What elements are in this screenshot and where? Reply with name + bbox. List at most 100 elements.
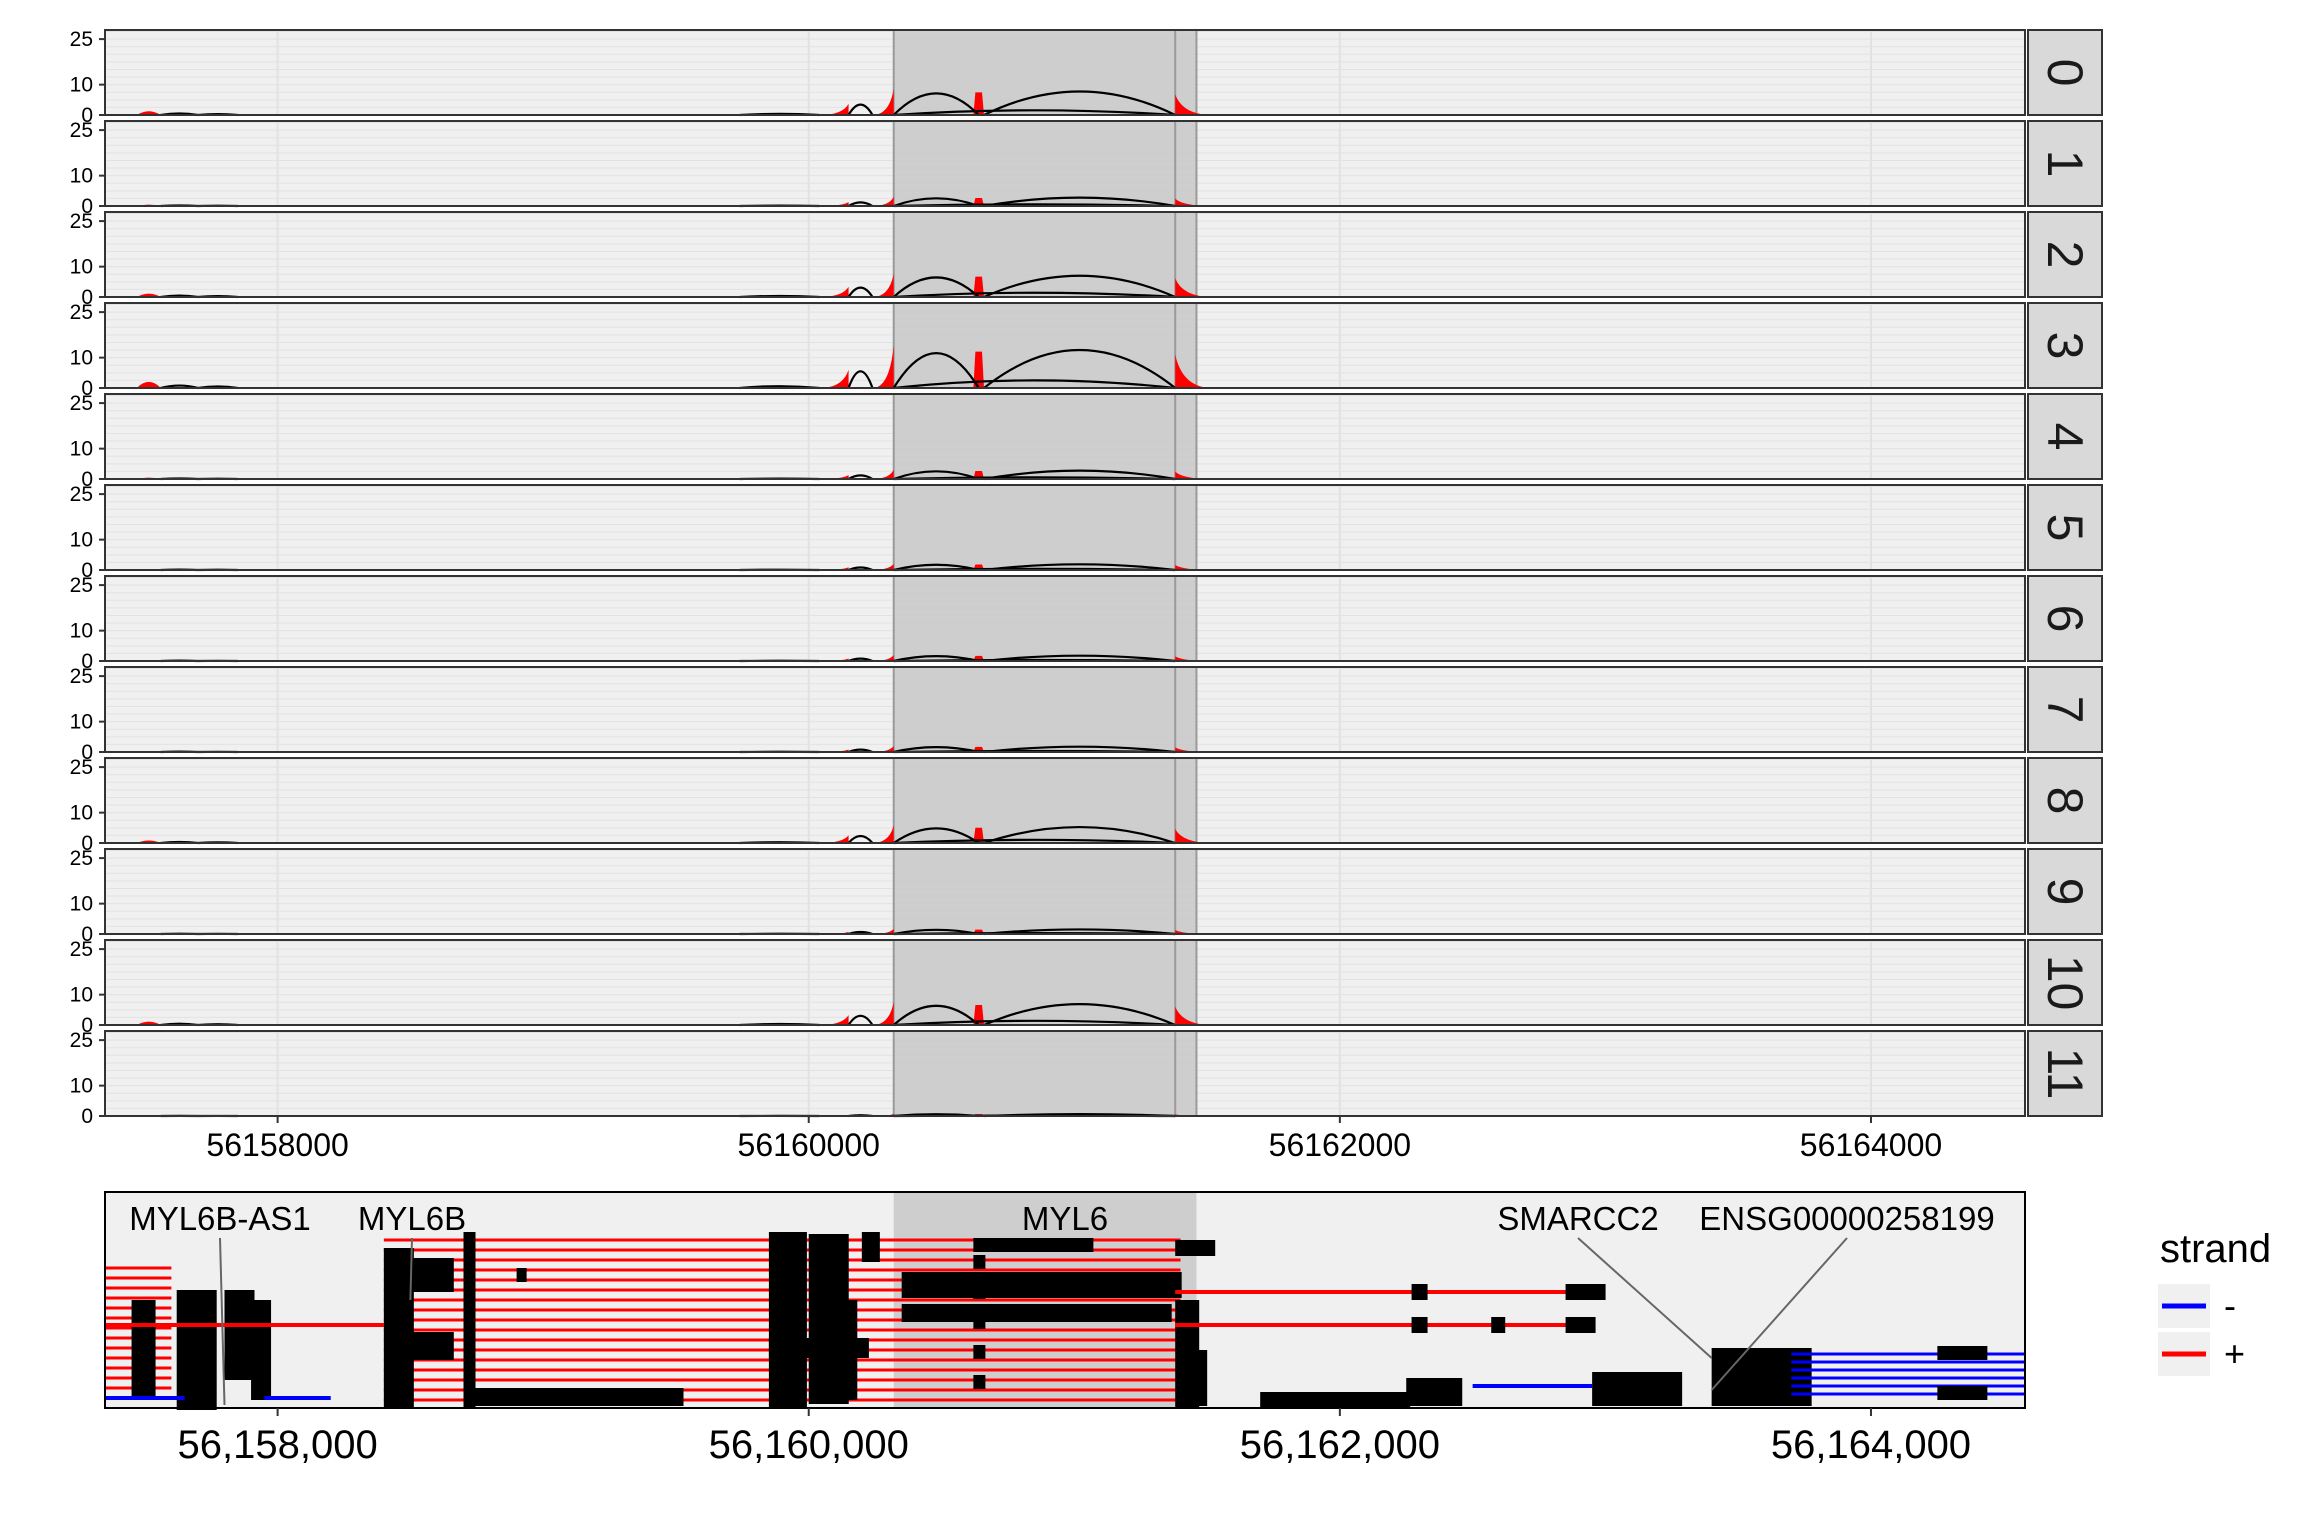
coverage-area	[1175, 354, 1213, 388]
panel-border	[104, 211, 2026, 298]
junction-arc	[847, 286, 874, 298]
facet-strip-label: 8	[2037, 787, 2093, 815]
y-tick-label: 25	[70, 756, 93, 779]
facet-panel: 0 10 25 1	[70, 119, 2103, 218]
coverage-area	[819, 103, 849, 115]
strand-legend: strand - +	[2158, 1227, 2271, 1376]
facet-strip	[2027, 939, 2103, 1026]
facet-panel: 0 10 25 5	[70, 483, 2103, 582]
junction-arc	[893, 838, 1176, 845]
gene-label: MYL6	[1022, 1200, 1108, 1237]
exon-block	[768, 1232, 807, 1407]
exon-block	[1183, 1350, 1208, 1406]
junction-arc	[983, 826, 1176, 845]
facet-panel: 0 10 25 6	[70, 574, 2103, 673]
y-tick-label: 25	[70, 483, 93, 506]
y-tick-label: 10	[70, 802, 93, 825]
exon-block	[224, 1290, 255, 1380]
facet-strip	[2027, 575, 2103, 662]
gene-x-tick-label: 56,164,000	[1771, 1423, 1971, 1467]
y-tick-label: 10	[70, 74, 93, 97]
coverage-area	[872, 928, 894, 934]
highlight-region	[892, 939, 1198, 1026]
y-tick-label: 25	[70, 301, 93, 324]
exon-block	[131, 1300, 156, 1400]
y-tick-label: 10	[70, 1075, 93, 1098]
exon-block	[973, 1285, 986, 1299]
legend-label-plus: +	[2224, 1333, 2245, 1374]
panel-border	[104, 29, 2026, 116]
y-tick-label: 0	[81, 923, 93, 946]
junction-arc	[983, 654, 1176, 663]
coverage-area	[872, 88, 894, 115]
coverage-area	[1175, 828, 1213, 843]
y-tick-label: 0	[81, 468, 93, 491]
coverage-area	[1175, 747, 1213, 752]
junction-arc	[893, 827, 980, 844]
facet-strip-label: 3	[2037, 332, 2093, 360]
exon-block	[176, 1290, 217, 1410]
gene-x-tick-label: 56,158,000	[178, 1423, 378, 1467]
junction-arc	[847, 834, 874, 844]
y-tick-label: 0	[81, 104, 93, 127]
panel-border	[104, 393, 2026, 480]
junction-arc	[892, 351, 980, 389]
gene-x-tick-label: 56,162,000	[1240, 1423, 1440, 1467]
exon-block	[973, 1315, 986, 1329]
y-tick-label: 0	[81, 377, 93, 400]
junction-arc	[847, 201, 874, 207]
junction-arc	[847, 1014, 874, 1026]
y-tick-label: 10	[70, 711, 93, 734]
highlight-region	[892, 1030, 1198, 1117]
facet-panel: 0 10 25 3	[70, 301, 2103, 400]
exon-block	[1411, 1317, 1428, 1333]
coverage-area	[1175, 564, 1213, 570]
gene-label-leader	[1710, 1237, 1848, 1391]
facet-strip	[2027, 757, 2103, 844]
highlight-region	[892, 848, 1198, 935]
coverage-area	[872, 196, 894, 206]
exon-block	[1175, 1240, 1216, 1256]
coverage-area	[819, 474, 849, 479]
gene-x-tick-label: 56,160,000	[709, 1423, 909, 1467]
junction-arc	[847, 103, 874, 116]
legend-title: strand	[2160, 1227, 2271, 1271]
exon-block	[901, 1272, 1182, 1298]
exon-block	[1491, 1317, 1506, 1333]
exon-block	[1565, 1284, 1606, 1300]
y-tick-label: 10	[70, 984, 93, 1007]
facet-strip-label: 11	[2037, 1048, 2093, 1100]
y-tick-label: 10	[70, 347, 93, 370]
junction-arc	[847, 370, 874, 389]
junction-arc	[893, 109, 1176, 117]
facet-strip	[2027, 302, 2103, 389]
coverage-area	[819, 369, 849, 388]
y-tick-label: 0	[81, 741, 93, 764]
legend-label-minus: -	[2224, 1285, 2236, 1326]
exon-block	[463, 1232, 476, 1407]
facet-strip-label: 4	[2037, 423, 2093, 451]
y-tick-label: 25	[70, 938, 93, 961]
highlight-region	[892, 484, 1198, 571]
panel-border	[104, 120, 2026, 207]
coverage-area	[819, 835, 849, 843]
y-tick-label: 10	[70, 256, 93, 279]
coverage-area	[973, 351, 985, 388]
facet-strip-label: 2	[2037, 241, 2093, 269]
panel-border	[104, 939, 2026, 1026]
facet-strip-label: 10	[2037, 955, 2093, 1011]
exon-block	[516, 1268, 527, 1282]
facet-strip-label: 7	[2037, 696, 2093, 724]
panel-border	[104, 848, 2026, 935]
facet-strip-label: 6	[2037, 605, 2093, 633]
junction-arc	[983, 348, 1176, 389]
facet-panel: 0 10 25 0	[70, 28, 2103, 127]
y-tick-label: 10	[70, 893, 93, 916]
y-tick-label: 10	[70, 165, 93, 188]
facet-panel: 0 10 25 8	[70, 756, 2103, 855]
x-tick-label: 56160000	[738, 1127, 880, 1163]
exon-block	[391, 1258, 454, 1292]
junction-arc	[893, 379, 1176, 390]
junction-arc	[892, 1004, 980, 1026]
